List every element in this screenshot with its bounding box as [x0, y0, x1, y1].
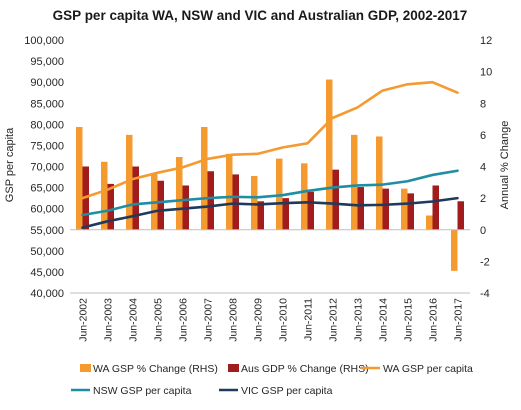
lines-layer [81, 80, 459, 229]
y2-tick-label: 12 [480, 35, 492, 47]
bar [257, 201, 264, 230]
bar [351, 134, 358, 230]
bar [407, 193, 414, 230]
bar [382, 188, 389, 230]
bar [457, 201, 464, 230]
y2-tick-label: 2 [480, 193, 486, 205]
y-tick-label: 65,000 [30, 183, 64, 195]
bar [107, 183, 114, 230]
y2-tick-label: 8 [480, 98, 486, 110]
axes-layer: 40,000 45,000 50,000 55,000 60,000 65,000 70,0… [24, 35, 492, 342]
x-tick-label: Jun-2016 [428, 298, 440, 342]
y2-tick-label: 4 [480, 162, 486, 174]
x-tick-label: Jun-2007 [203, 298, 215, 342]
series-line [81, 196, 459, 229]
bar [176, 157, 183, 230]
y-tick-label: 45,000 [30, 267, 64, 279]
bar [207, 171, 214, 230]
bars-layer [76, 79, 464, 271]
legend-label: NSW GSP per capita [93, 385, 192, 397]
y-tick-label: 70,000 [30, 162, 64, 174]
x-tick-label: Jun-2002 [78, 298, 90, 342]
x-tick-label: Jun-2005 [153, 298, 165, 342]
bar [357, 187, 364, 230]
bar [282, 198, 289, 230]
y-axis-title: GSP per capita [4, 127, 16, 202]
x-tick-label: Jun-2006 [178, 298, 190, 342]
x-tick-label: Jun-2003 [103, 298, 115, 342]
legend-swatch [80, 364, 91, 372]
bar [232, 174, 239, 230]
bar [301, 163, 308, 230]
bar [426, 215, 433, 230]
bar [251, 175, 258, 230]
y2-tick-label: 0 [480, 225, 486, 237]
y2-tick-label: -4 [480, 288, 490, 300]
x-tick-label: Jun-2012 [328, 298, 340, 342]
bar [432, 185, 439, 230]
legend-label: Aus GDP % Change (RHS) [241, 363, 369, 375]
y-tick-label: 60,000 [30, 204, 64, 216]
bar [157, 180, 164, 230]
legend-label: VIC GSP per capita [241, 385, 333, 397]
x-tick-label: Jun-2011 [303, 298, 315, 341]
bar [376, 136, 383, 230]
bar [451, 229, 458, 271]
bar [132, 166, 139, 230]
series-line [81, 169, 459, 217]
y-tick-label: 90,000 [30, 77, 64, 89]
bar [201, 126, 208, 230]
x-tick-label: Jun-2014 [378, 298, 390, 342]
bar [326, 79, 333, 230]
y-tick-label: 85,000 [30, 98, 64, 110]
y-tick-label: 55,000 [30, 225, 64, 237]
y2-tick-label: -2 [480, 256, 490, 268]
y-tick-label: 75,000 [30, 140, 64, 152]
chart-title: GSP per capita WA, NSW and VIC and Austr… [53, 8, 468, 23]
legend-label: WA GSP per capita [383, 363, 473, 375]
legend-label: WA GSP % Change (RHS) [93, 363, 218, 375]
bar [401, 188, 408, 230]
x-tick-label: Jun-2009 [253, 298, 265, 342]
series-line [81, 80, 459, 200]
y-tick-label: 100,000 [24, 35, 64, 47]
x-tick-label: Jun-2008 [228, 298, 240, 342]
legend-swatch [228, 364, 239, 372]
bar [126, 134, 133, 230]
legend: WA GSP % Change (RHS) Aus GDP % Change (R… [71, 363, 473, 397]
bar [76, 126, 83, 230]
y2-axis-title: Annual % Change [499, 121, 511, 210]
y-tick-label: 80,000 [30, 119, 64, 131]
bar [332, 169, 339, 230]
y-tick-label: 50,000 [30, 246, 64, 258]
y2-tick-label: 6 [480, 130, 486, 142]
y-tick-label: 40,000 [30, 288, 64, 300]
x-tick-label: Jun-2004 [128, 298, 140, 342]
x-tick-label: Jun-2017 [453, 298, 465, 342]
bar [226, 153, 233, 230]
x-tick-label: Jun-2010 [278, 298, 290, 342]
y2-tick-label: 10 [480, 67, 492, 79]
y-tick-label: 95,000 [30, 56, 64, 68]
bar [307, 191, 314, 230]
bar [101, 161, 108, 230]
x-tick-label: Jun-2013 [353, 298, 365, 342]
x-tick-label: Jun-2015 [403, 298, 415, 342]
